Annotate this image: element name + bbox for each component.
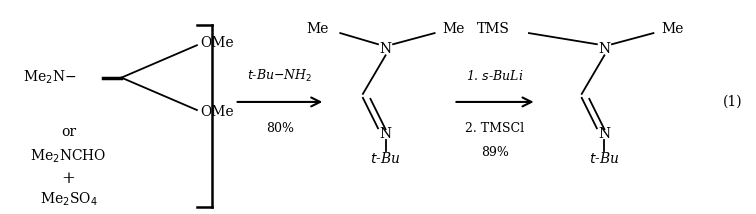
Text: +: + <box>62 170 76 187</box>
Text: Me: Me <box>442 22 464 36</box>
Text: (1): (1) <box>723 95 742 109</box>
Text: $t$-Bu$-$NH$_2$: $t$-Bu$-$NH$_2$ <box>247 68 312 84</box>
Text: TMS: TMS <box>477 22 510 36</box>
Text: 89%: 89% <box>481 146 509 159</box>
Text: N: N <box>380 127 392 141</box>
Text: Me: Me <box>307 22 329 36</box>
Text: OMe: OMe <box>200 36 234 50</box>
Text: $t$-Bu: $t$-Bu <box>589 151 619 166</box>
Text: Me$_2$N$-$: Me$_2$N$-$ <box>23 69 77 86</box>
Text: 2. TMSCl: 2. TMSCl <box>466 122 525 135</box>
Text: Me$_2$SO$_4$: Me$_2$SO$_4$ <box>40 190 98 208</box>
Text: Me$_2$NCHO: Me$_2$NCHO <box>30 148 107 165</box>
Text: $t$-Bu: $t$-Bu <box>370 151 401 166</box>
Text: Me: Me <box>661 22 683 36</box>
Text: 80%: 80% <box>266 122 294 135</box>
Text: OMe: OMe <box>200 105 234 119</box>
Text: N: N <box>380 42 392 56</box>
Text: 1. $s$-BuLi: 1. $s$-BuLi <box>466 69 524 83</box>
Text: or: or <box>61 125 76 139</box>
Text: N: N <box>598 42 610 56</box>
Text: N: N <box>598 127 610 141</box>
